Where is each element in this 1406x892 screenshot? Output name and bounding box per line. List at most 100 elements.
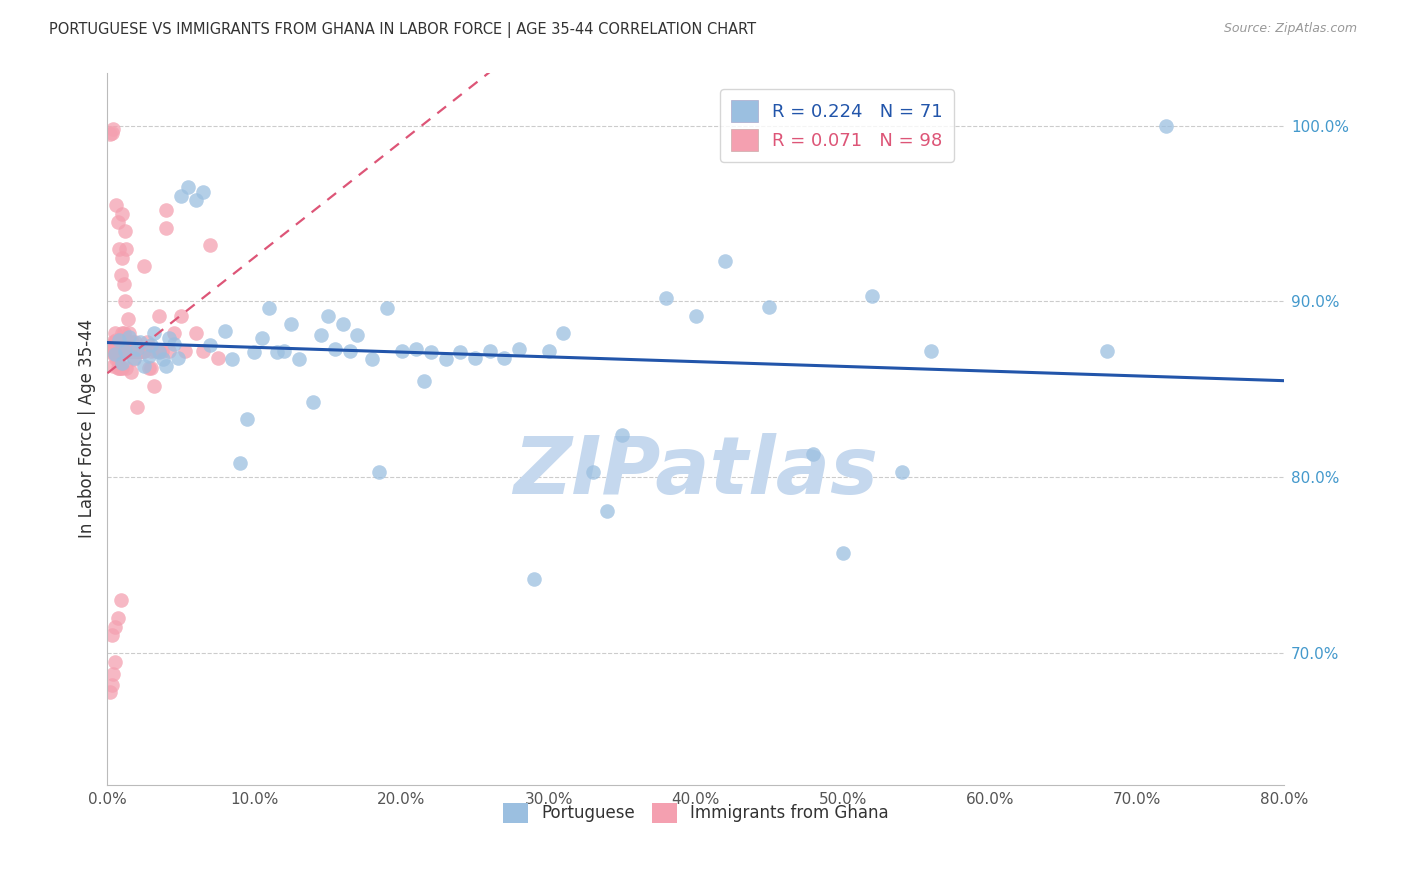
Point	[108, 343, 131, 358]
Point	[162, 326, 184, 340]
Point	[127, 343, 149, 358]
Y-axis label: In Labor Force | Age 35-44: In Labor Force | Age 35-44	[79, 319, 96, 539]
Point	[148, 343, 170, 358]
Point	[391, 343, 413, 358]
Point	[302, 394, 325, 409]
Point	[155, 220, 177, 235]
Point	[170, 189, 193, 203]
Point	[129, 343, 152, 358]
Point	[103, 667, 125, 681]
Point	[236, 412, 259, 426]
Text: PORTUGUESE VS IMMIGRANTS FROM GHANA IN LABOR FORCE | AGE 35-44 CORRELATION CHART: PORTUGUESE VS IMMIGRANTS FROM GHANA IN L…	[49, 22, 756, 38]
Point	[120, 343, 142, 358]
Point	[191, 343, 214, 358]
Text: Source: ZipAtlas.com: Source: ZipAtlas.com	[1223, 22, 1357, 36]
Point	[115, 242, 138, 256]
Point	[101, 343, 124, 358]
Point	[98, 684, 121, 698]
Point	[120, 365, 142, 379]
Point	[339, 343, 361, 358]
Point	[162, 336, 184, 351]
Point	[114, 343, 136, 358]
Point	[110, 334, 132, 349]
Point	[174, 343, 197, 358]
Point	[112, 326, 135, 340]
Point	[229, 456, 252, 470]
Point	[128, 334, 150, 349]
Point	[114, 334, 136, 349]
Point	[98, 128, 121, 142]
Point	[346, 327, 368, 342]
Point	[108, 242, 131, 256]
Point	[134, 343, 156, 358]
Point	[250, 331, 273, 345]
Point	[157, 343, 180, 358]
Point	[105, 333, 128, 347]
Point	[125, 343, 148, 358]
Point	[103, 359, 125, 374]
Point	[273, 343, 295, 358]
Point	[155, 202, 177, 217]
Point	[134, 359, 156, 374]
Point	[125, 400, 148, 414]
Point	[122, 352, 145, 367]
Point	[207, 351, 229, 365]
Point	[121, 343, 143, 358]
Point	[134, 260, 156, 274]
Point	[110, 593, 132, 607]
Point	[105, 342, 128, 356]
Point	[860, 289, 883, 303]
Point	[141, 361, 163, 376]
Point	[138, 349, 160, 363]
Point	[98, 345, 121, 359]
Point	[478, 343, 501, 358]
Point	[117, 334, 139, 349]
Point	[596, 503, 619, 517]
Point	[200, 338, 222, 352]
Point	[494, 351, 516, 365]
Point	[143, 326, 166, 340]
Point	[537, 343, 560, 358]
Point	[200, 238, 222, 252]
Point	[110, 361, 132, 376]
Point	[111, 206, 134, 220]
Point	[167, 351, 190, 365]
Point	[101, 628, 124, 642]
Point	[150, 343, 173, 358]
Point	[107, 361, 129, 376]
Point	[128, 343, 150, 358]
Point	[141, 343, 163, 358]
Point	[523, 572, 546, 586]
Point	[145, 343, 167, 358]
Point	[121, 334, 143, 349]
Point	[118, 334, 141, 349]
Point	[112, 343, 135, 358]
Point	[105, 198, 128, 212]
Point	[368, 465, 391, 479]
Point	[148, 345, 170, 359]
Point	[114, 343, 136, 358]
Point	[110, 343, 132, 358]
Point	[170, 309, 193, 323]
Point	[117, 312, 139, 326]
Point	[148, 309, 170, 323]
Point	[128, 343, 150, 358]
Point	[920, 343, 942, 358]
Point	[323, 342, 346, 356]
Point	[125, 343, 148, 358]
Point	[103, 122, 125, 136]
Point	[243, 345, 266, 359]
Point	[114, 294, 136, 309]
Point	[508, 342, 530, 356]
Point	[101, 338, 124, 352]
Point	[412, 374, 434, 388]
Point	[108, 334, 131, 349]
Point	[107, 343, 129, 358]
Point	[316, 309, 339, 323]
Point	[157, 331, 180, 345]
Point	[125, 342, 148, 356]
Point	[1097, 343, 1119, 358]
Point	[110, 268, 132, 282]
Point	[138, 361, 160, 376]
Point	[221, 352, 243, 367]
